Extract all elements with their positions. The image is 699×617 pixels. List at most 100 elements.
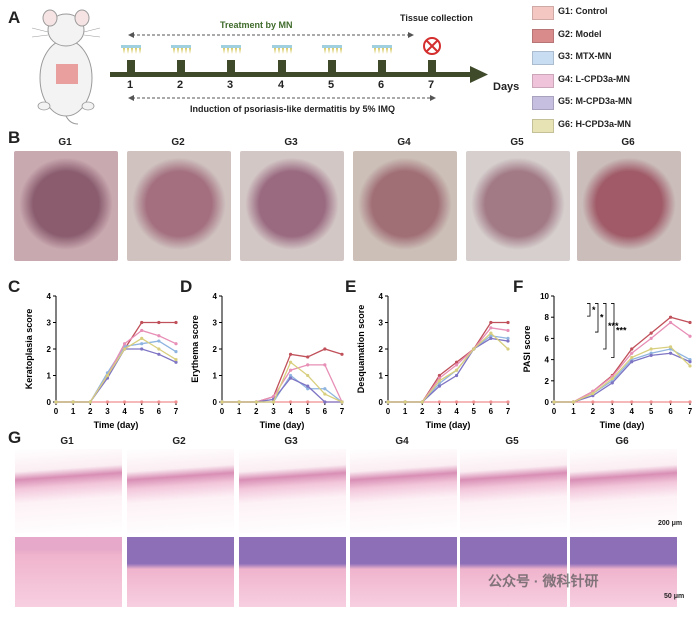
data-point [668,345,673,349]
x-tick-label: 6 [489,407,494,416]
significance-mark: *** [616,325,627,335]
data-point [306,363,310,367]
timeline-tick [227,60,235,74]
data-point [668,351,673,355]
day-label-3: 3 [227,79,234,91]
x-tick-label: 5 [139,407,144,416]
data-point [306,387,310,391]
data-point [437,400,442,404]
data-point [157,400,161,404]
data-point [472,347,476,351]
histology-overview-g2 [127,449,234,533]
data-point [649,347,653,351]
data-point [630,360,634,364]
data-point [472,400,476,404]
y-tick-label: 8 [545,313,550,322]
histology-overview-g1 [15,449,122,533]
significance-bracket [611,303,615,358]
data-point [174,342,178,346]
data-point [71,400,75,404]
x-tick-label: 1 [571,407,576,416]
data-point [668,320,673,325]
data-point [437,373,442,378]
data-point [649,400,653,404]
data-point [105,400,110,404]
panel-letter-b: B [8,128,21,147]
data-point [571,400,576,404]
data-point [288,376,293,380]
chart-e: 0 1 2 3 4 0 1 2 3 4 5 6 7 Time (day) Desquamation scor… [356,292,511,430]
y-tick-label: 0 [379,398,384,407]
data-point [489,320,493,325]
legend-swatch [532,28,554,43]
x-tick-label: 5 [305,407,310,416]
timeline-diagram [110,32,488,101]
panel-letter-f: F [513,277,524,296]
legend-label: G2: Model [558,28,602,39]
x-tick-label: 6 [668,407,673,416]
data-point [649,353,653,357]
x-tick-label: 2 [591,407,596,416]
y-tick-label: 3 [379,319,384,328]
x-tick-label: 0 [386,407,391,416]
data-point [140,336,144,340]
data-point [288,400,293,404]
data-point [630,351,634,355]
skin-photo-g1 [14,151,118,261]
legend-swatch [532,6,554,20]
days-label: Days [493,81,520,93]
y-tick-label: 2 [545,377,550,386]
series-line-g5 [554,352,691,403]
legend-label: G1: Control [558,6,608,16]
day-label-5: 5 [328,79,335,91]
data-point [306,355,310,359]
x-tick-label: 1 [71,407,76,416]
y-tick-label: 0 [213,398,218,407]
data-point [591,400,595,404]
timeline-tick [177,60,185,74]
y-tick-label: 4 [545,356,550,365]
legend-label: G5: M-CPD3a-MN [558,96,633,106]
data-point [506,320,510,325]
x-tick-label: 3 [271,407,276,416]
histology-overview-g4 [350,449,457,533]
x-tick-label: 3 [610,407,615,416]
data-point [174,350,178,354]
y-tick-label: 0 [545,398,550,407]
x-tick-label: 1 [237,407,242,416]
y-axis-label: PASI score [522,326,532,373]
histology-detail-g2 [127,537,234,607]
day-label-7: 7 [428,79,435,91]
histology-label-g5: G5 [505,436,519,447]
day-label-1: 1 [127,79,134,91]
data-point [157,339,161,343]
histology-detail-g6 [570,537,677,607]
data-point [437,376,442,380]
data-point [489,336,493,340]
data-point [454,368,459,372]
histology-label-g3: G3 [284,436,298,447]
data-point [437,384,442,388]
data-point [323,347,327,351]
data-point [288,360,293,364]
data-point [340,400,344,404]
x-tick-label: 7 [506,407,511,416]
y-tick-label: 3 [47,319,52,328]
histology-detail-g4 [350,537,457,607]
panel-letter-g: G [8,428,22,447]
data-point [306,373,310,378]
data-point [323,392,327,396]
data-point [668,315,673,319]
data-point [288,368,293,372]
data-point [610,377,614,381]
histology-detail-g3 [239,537,346,607]
data-point [140,347,144,351]
y-tick-label: 2 [379,345,384,354]
x-tick-label: 4 [454,407,459,416]
x-tick-label: 7 [688,407,693,416]
data-point [630,347,634,351]
x-tick-label: 6 [157,407,162,416]
legend-label: G6: H-CPD3a-MN [558,118,632,129]
timeline-tick [127,60,135,74]
